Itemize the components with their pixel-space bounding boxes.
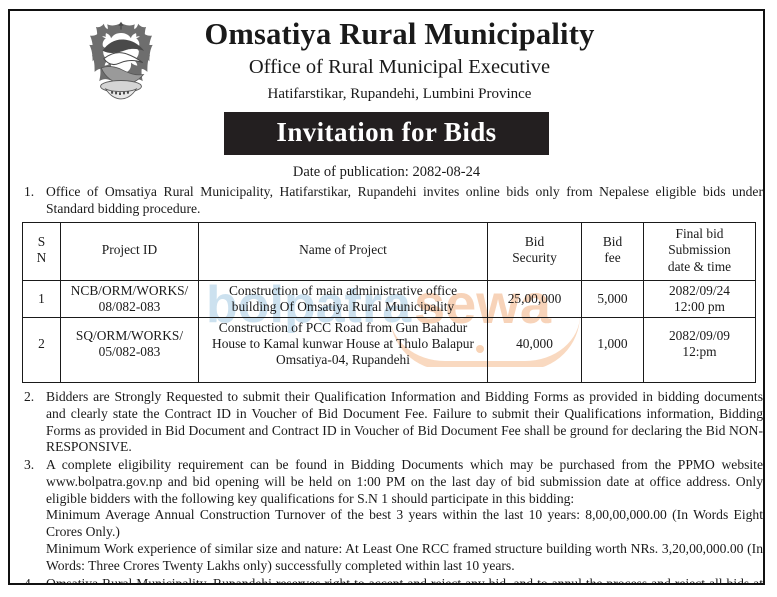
cell-final-submission: 2082/09/09 12:pm xyxy=(643,316,756,383)
clause-list-top: 1. Office of Omsatiya Rural Municipality… xyxy=(10,184,763,218)
bids-table: S N Project ID Name of Project Bid Secur… xyxy=(22,222,756,383)
cell-project-id: SQ/ORM/WORKS/ 05/082-083 xyxy=(60,316,199,383)
cell-name-of-project: Construction of PCC Road from Gun Bahadu… xyxy=(198,316,488,383)
document-header: Omsatiya Rural Municipality Office of Ru… xyxy=(10,11,763,103)
cell-name-of-project: Construction of main administrative offi… xyxy=(198,279,488,318)
cell-bid-security: 40,000 xyxy=(487,316,582,383)
document-page: bolpatra sewa xyxy=(8,9,765,585)
clause-number: 2. xyxy=(24,388,35,404)
cell-final-submission: 2082/09/24 12:00 pm xyxy=(643,279,756,318)
cell-sn: 2 xyxy=(22,316,61,383)
clause-item: 1. Office of Omsatiya Rural Municipality… xyxy=(10,184,763,218)
table-header-row: S N Project ID Name of Project Bid Secur… xyxy=(22,222,756,281)
column-header-final-submission: Final bid Submission date & time xyxy=(643,222,756,281)
clause-number: 1. xyxy=(24,183,35,199)
organization-subtitle: Office of Rural Municipal Executive xyxy=(248,55,551,78)
column-header-project-id: Project ID xyxy=(60,222,199,281)
table-row: 1 NCB/ORM/WORKS/ 08/082-083 Construction… xyxy=(22,279,756,318)
invitation-banner: Invitation for Bids xyxy=(224,111,549,156)
cell-bid-fee: 5,000 xyxy=(581,279,644,318)
page-title: Omsatiya Rural Municipality xyxy=(204,17,595,51)
organization-address: Hatifarstikar, Rupandehi, Lumbini Provin… xyxy=(267,85,532,102)
clause-paragraph: Minimum Average Annual Construction Turn… xyxy=(46,507,763,540)
clause-paragraph: Minimum Work experience of similar size … xyxy=(46,541,763,573)
column-header-bid-fee: Bid fee xyxy=(581,222,644,281)
cell-project-id: NCB/ORM/WORKS/ 08/082-083 xyxy=(60,279,199,318)
publication-date: Date of publication: 2082-08-24 xyxy=(292,164,481,181)
clause-number: 4. xyxy=(24,575,35,585)
cell-sn: 1 xyxy=(22,279,61,318)
clause-paragraph: A complete eligibility requirement can b… xyxy=(46,457,763,506)
clause-paragraph: Office of Omsatiya Rural Municipality, H… xyxy=(46,183,763,216)
bids-table-wrapper: S N Project ID Name of Project Bid Secur… xyxy=(10,222,763,383)
clause-list-bottom: 2. Bidders are Strongly Requested to sub… xyxy=(10,389,763,585)
nepal-coat-of-arms-emblem xyxy=(89,21,153,100)
column-header-name-of-project: Name of Project xyxy=(198,222,488,281)
cell-bid-fee: 1,000 xyxy=(581,316,644,383)
clause-number: 3. xyxy=(24,457,35,473)
clause-paragraph: Omsatiya Rural Municipality, Rupandehi r… xyxy=(46,575,763,585)
column-header-bid-security: Bid Security xyxy=(487,222,582,281)
clause-paragraph: Bidders are Strongly Requested to submit… xyxy=(46,388,763,455)
clause-item: 3. A complete eligibility requirement ca… xyxy=(10,457,763,574)
table-row: 2 SQ/ORM/WORKS/ 05/082-083 Construction … xyxy=(22,316,756,383)
cell-bid-security: 25,00,000 xyxy=(487,279,582,318)
banner-row: Invitation for Bids xyxy=(10,111,763,156)
clause-item: 4. Omsatiya Rural Municipality, Rupandeh… xyxy=(10,575,763,585)
clause-item: 2. Bidders are Strongly Requested to sub… xyxy=(10,389,763,456)
column-header-sn: S N xyxy=(22,222,61,281)
